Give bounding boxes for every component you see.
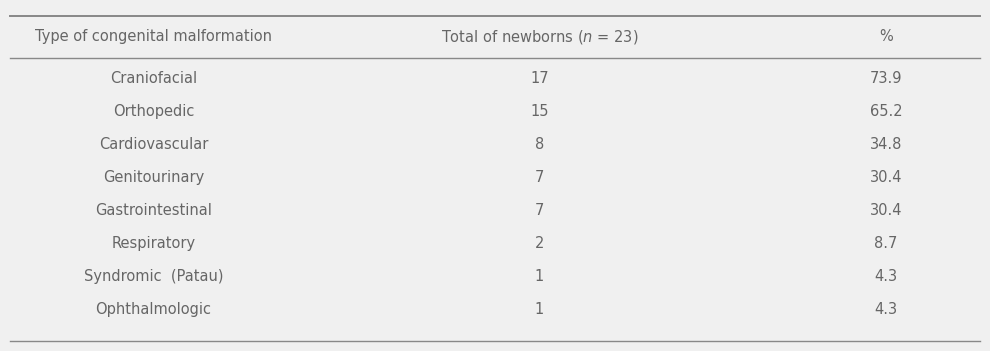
- Text: 65.2: 65.2: [870, 105, 902, 119]
- Text: Genitourinary: Genitourinary: [103, 171, 204, 185]
- Text: Type of congenital malformation: Type of congenital malformation: [35, 29, 272, 44]
- Text: 73.9: 73.9: [870, 72, 902, 86]
- Text: 8.7: 8.7: [874, 237, 898, 251]
- Text: 4.3: 4.3: [874, 303, 898, 317]
- Text: 8: 8: [535, 138, 544, 152]
- Text: Total of newborns ($n$ = 23): Total of newborns ($n$ = 23): [441, 28, 639, 46]
- Text: 30.4: 30.4: [870, 204, 902, 218]
- Text: 7: 7: [535, 204, 544, 218]
- Text: 1: 1: [535, 303, 544, 317]
- Text: Syndromic  (Patau): Syndromic (Patau): [84, 270, 223, 284]
- Text: Orthopedic: Orthopedic: [113, 105, 194, 119]
- Text: 15: 15: [531, 105, 548, 119]
- Text: Craniofacial: Craniofacial: [110, 72, 197, 86]
- Text: 7: 7: [535, 171, 544, 185]
- Text: 34.8: 34.8: [870, 138, 902, 152]
- Text: 4.3: 4.3: [874, 270, 898, 284]
- Text: Cardiovascular: Cardiovascular: [99, 138, 208, 152]
- Text: %: %: [879, 29, 893, 44]
- Text: 30.4: 30.4: [870, 171, 902, 185]
- Text: Gastrointestinal: Gastrointestinal: [95, 204, 212, 218]
- Text: 2: 2: [535, 237, 544, 251]
- Text: Respiratory: Respiratory: [112, 237, 195, 251]
- Text: Ophthalmologic: Ophthalmologic: [95, 303, 212, 317]
- Text: 17: 17: [531, 72, 548, 86]
- Text: 1: 1: [535, 270, 544, 284]
